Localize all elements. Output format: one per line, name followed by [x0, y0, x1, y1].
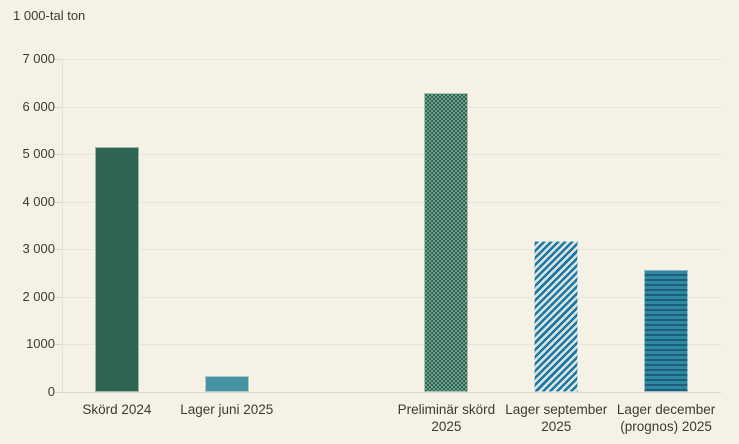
x-label-3: Preliminär skörd 2025: [397, 402, 496, 434]
gridline-2000: [62, 296, 721, 298]
gridline-3000: [62, 249, 721, 251]
y-axis-title: 1 000-tal ton: [13, 8, 86, 23]
gridline-6000: [62, 106, 721, 108]
y-tick-label-2000: 2 000: [22, 288, 55, 304]
x-label-5: Lager december (prognos) 2025: [616, 402, 716, 434]
y-tickmark-7000: [55, 59, 62, 60]
bar-2: [204, 375, 249, 392]
gridline-1000: [62, 344, 721, 346]
y-tickmark-2000: [55, 296, 62, 298]
bar-1: [94, 147, 139, 392]
y-tick-label-3000: 3 000: [22, 241, 55, 257]
y-tickmark-5000: [55, 154, 62, 156]
x-label-4: Lager september 2025: [505, 402, 608, 434]
gridline-4000: [62, 201, 721, 203]
gridline-0: [62, 392, 721, 393]
y-tickmark-4000: [55, 201, 62, 203]
y-axis-line: [62, 59, 63, 392]
x-label-1: Skörd 2024: [82, 402, 152, 417]
y-tick-label-4000: 4 000: [22, 193, 55, 209]
bar-4: [534, 240, 579, 392]
bar-5: [644, 269, 689, 392]
y-tickmark-0: [55, 392, 62, 393]
y-tick-label-1000: 1000: [26, 336, 55, 352]
y-tick-label-7000: 7 000: [22, 51, 55, 66]
y-tick-label-0: 0: [47, 384, 55, 399]
y-tick-label-5000: 5 000: [22, 146, 55, 162]
gridline-7000: [62, 59, 721, 60]
y-tick-label-6000: 6 000: [22, 98, 55, 114]
y-tickmark-1000: [55, 344, 62, 346]
gridline-5000: [62, 154, 721, 156]
y-tickmark-6000: [55, 106, 62, 108]
x-label-2: Lager juni 2025: [180, 402, 274, 417]
bar-3: [424, 92, 469, 392]
y-tickmark-3000: [55, 249, 62, 251]
